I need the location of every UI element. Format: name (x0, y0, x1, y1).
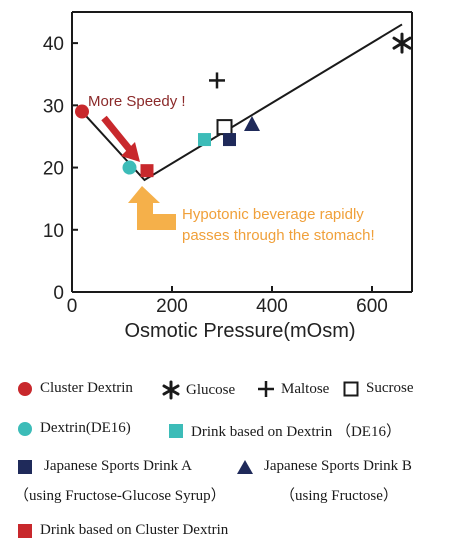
legend-label: Sucrose (366, 380, 414, 396)
y-tick-label: 20 (43, 159, 64, 180)
annotation-hypotonic-line2: passes through the stomach! (182, 227, 375, 244)
legend-item-drink-cluster: Drink based on Cluster Dextrin (14, 522, 228, 539)
y-tick-label: 40 (43, 34, 64, 55)
legend-item-sports-a: Japanese Sports Drink A (14, 458, 192, 475)
legend-item-glucose: Glucose (160, 380, 235, 400)
point-drink-based-on-dextrin-de16 (198, 133, 211, 147)
legend-item-drink-dextrin: Drink based on Dextrin （DE16） (165, 420, 401, 441)
legend-square-navy-icon (14, 459, 36, 474)
legend-note-sports-a: （using Fructose-Glucose Syrup） (14, 488, 226, 504)
legend-asterisk-icon (160, 380, 182, 400)
axes (71, 11, 413, 293)
x-tick-label: 0 (67, 296, 78, 317)
ticks: 0 200 400 600 0 10 20 30 40 (43, 34, 388, 317)
legend-item-sucrose: Sucrose (340, 380, 414, 397)
legend-label: Dextrin(DE16) (40, 420, 131, 436)
legend-item-maltose: Maltose (255, 380, 329, 398)
legend-square-red-icon (14, 523, 36, 538)
data-marks (75, 32, 412, 178)
legend-open-square-icon (340, 381, 362, 397)
point-maltose (209, 72, 225, 89)
annotation-more-speedy: More Speedy ! (88, 93, 186, 110)
legend: Cluster Dextrin Glucose Maltose Sucrose … (0, 372, 455, 546)
point-dextrin-de16 (122, 160, 137, 175)
point-sucrose (216, 119, 233, 136)
x-tick-label: 200 (156, 296, 188, 317)
point-drink-based-on-cluster-dextrin (140, 164, 154, 178)
legend-label: Glucose (186, 381, 236, 398)
x-axis-label: Osmotic Pressure(mOsm) (124, 320, 355, 342)
legend-square-teal-icon (165, 423, 187, 438)
legend-label: Drink based on Cluster Dextrin (40, 522, 229, 538)
legend-label: Drink based on Dextrin （DE16） (191, 424, 401, 440)
legend-triangle-navy-icon (234, 459, 256, 475)
legend-circle-teal-icon (14, 421, 36, 437)
y-tick-label: 0 (53, 283, 64, 304)
hypotonic-arrow (128, 186, 176, 230)
y-tick-label: 30 (43, 96, 64, 117)
chart: 0 200 400 600 0 10 20 30 40 More Speedy ! Hypoto… (43, 11, 413, 342)
legend-plus-icon (255, 380, 277, 398)
legend-item-dextrin-de16: Dextrin(DE16) (14, 420, 131, 437)
legend-label: Japanese Sports Drink B (264, 458, 412, 474)
point-japanese-sports-drink-b (244, 116, 260, 131)
point-japanese-sports-drink-a (223, 133, 236, 147)
x-tick-label: 600 (356, 296, 388, 317)
legend-item-cluster-dextrin: Cluster Dextrin (14, 380, 133, 397)
point-cluster-dextrin (75, 104, 89, 119)
legend-circle-red-icon (14, 381, 36, 397)
legend-label: Japanese Sports Drink A (44, 458, 192, 474)
x-tick-label: 400 (256, 296, 288, 317)
legend-label: Cluster Dextrin (40, 380, 133, 396)
y-tick-label: 10 (43, 221, 64, 242)
legend-label: Maltose (281, 380, 330, 397)
point-glucose (392, 32, 412, 54)
legend-note-sports-b: （using Fructose） (280, 488, 398, 504)
annotation-hypotonic-line1: Hypotonic beverage rapidly (182, 206, 364, 223)
speedy-arrow (101, 115, 140, 162)
legend-item-sports-b: Japanese Sports Drink B (234, 458, 412, 475)
trend-line (81, 23, 403, 182)
